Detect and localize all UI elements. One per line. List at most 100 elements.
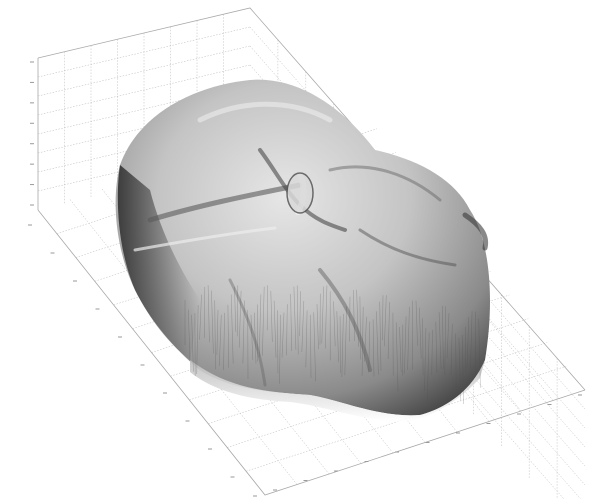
striation-line <box>379 301 382 371</box>
striation-line <box>349 296 351 342</box>
striation-line <box>203 286 206 338</box>
surface-fringe <box>190 360 485 422</box>
striation-line <box>361 306 364 376</box>
striation-line <box>478 318 481 388</box>
striation-line <box>387 301 390 359</box>
striation-line <box>404 316 407 374</box>
striation-line <box>270 290 273 342</box>
striation-line <box>446 313 450 359</box>
x-tick <box>230 476 235 478</box>
striation-line <box>211 290 214 354</box>
striation-line <box>450 323 453 375</box>
z-tick <box>30 163 34 165</box>
striation-line <box>424 327 427 391</box>
y-tick <box>395 451 399 453</box>
striation-line <box>336 311 339 363</box>
striation-line <box>376 311 379 375</box>
striation-line <box>356 289 359 347</box>
striation-line <box>196 305 199 375</box>
striation-line <box>234 286 237 332</box>
striation-line <box>258 294 262 358</box>
y-tick <box>334 470 338 472</box>
striation-line <box>207 285 210 343</box>
striation-line <box>223 312 225 370</box>
striation-line <box>382 295 384 341</box>
striation-line <box>254 312 257 364</box>
striation-line <box>368 321 371 373</box>
striation-line <box>310 314 312 378</box>
striation-line <box>262 286 265 356</box>
x-tick <box>208 448 212 450</box>
x-tick <box>73 280 77 282</box>
striation-line <box>444 306 446 376</box>
striation-line <box>238 290 242 348</box>
striation-line <box>466 317 470 369</box>
striation-line <box>419 307 422 359</box>
z-tick <box>30 61 34 63</box>
x-tick <box>95 308 100 310</box>
striation-line <box>431 329 433 375</box>
striation-line <box>250 314 254 360</box>
striation-line <box>313 312 316 382</box>
striation-line <box>191 314 194 372</box>
surface-ridges <box>133 101 489 387</box>
x-tick <box>140 364 145 366</box>
striation-line <box>384 295 387 347</box>
wall-grid-line <box>37 45 251 97</box>
striation-line <box>426 332 430 402</box>
z-tick <box>30 81 34 83</box>
striation-line <box>455 333 457 391</box>
y-tick <box>456 432 460 434</box>
surface-striations <box>184 285 481 405</box>
x-tick <box>253 495 257 497</box>
x-tick <box>185 420 190 422</box>
striation-line <box>199 294 202 340</box>
z-tick <box>30 204 34 206</box>
striation-line <box>290 294 293 352</box>
striation-line <box>277 310 279 374</box>
y-tick <box>517 413 521 415</box>
striation-line <box>341 314 344 378</box>
striation-line <box>399 326 402 372</box>
striation-line <box>316 304 319 350</box>
surface-body <box>115 79 490 416</box>
axis-ticks <box>28 61 582 497</box>
striation-line <box>344 306 347 376</box>
striation-line <box>188 309 191 361</box>
striation-line <box>216 309 219 355</box>
striation-line <box>299 291 301 337</box>
z-tick <box>30 102 34 104</box>
surface-shadow-left <box>117 165 200 360</box>
striation-line <box>279 314 281 384</box>
y-tick <box>486 423 491 424</box>
striation-line <box>461 335 464 405</box>
striation-line <box>293 286 297 350</box>
y-tick <box>273 489 277 491</box>
striation-line <box>359 296 361 360</box>
striation-line <box>214 300 216 370</box>
striation-line <box>296 285 299 355</box>
striation-line <box>227 304 230 368</box>
y-tick <box>547 404 552 405</box>
striation-line <box>230 294 234 364</box>
striation-line <box>281 312 285 358</box>
x-tick <box>28 224 32 226</box>
x-tick <box>118 336 122 338</box>
z-tick <box>30 184 34 186</box>
y-tick <box>303 480 308 481</box>
striation-line <box>236 285 239 337</box>
striation-line <box>435 321 438 373</box>
striation-line <box>353 289 355 341</box>
striation-line <box>273 300 277 358</box>
striation-line <box>219 314 222 366</box>
striation-line <box>407 306 410 370</box>
striation-line <box>372 319 375 377</box>
striation-line <box>305 310 308 368</box>
striation-line <box>301 300 305 353</box>
z-tick <box>30 122 34 124</box>
striation-line <box>458 337 462 401</box>
striation-line <box>321 286 324 344</box>
striation-line <box>333 301 336 347</box>
